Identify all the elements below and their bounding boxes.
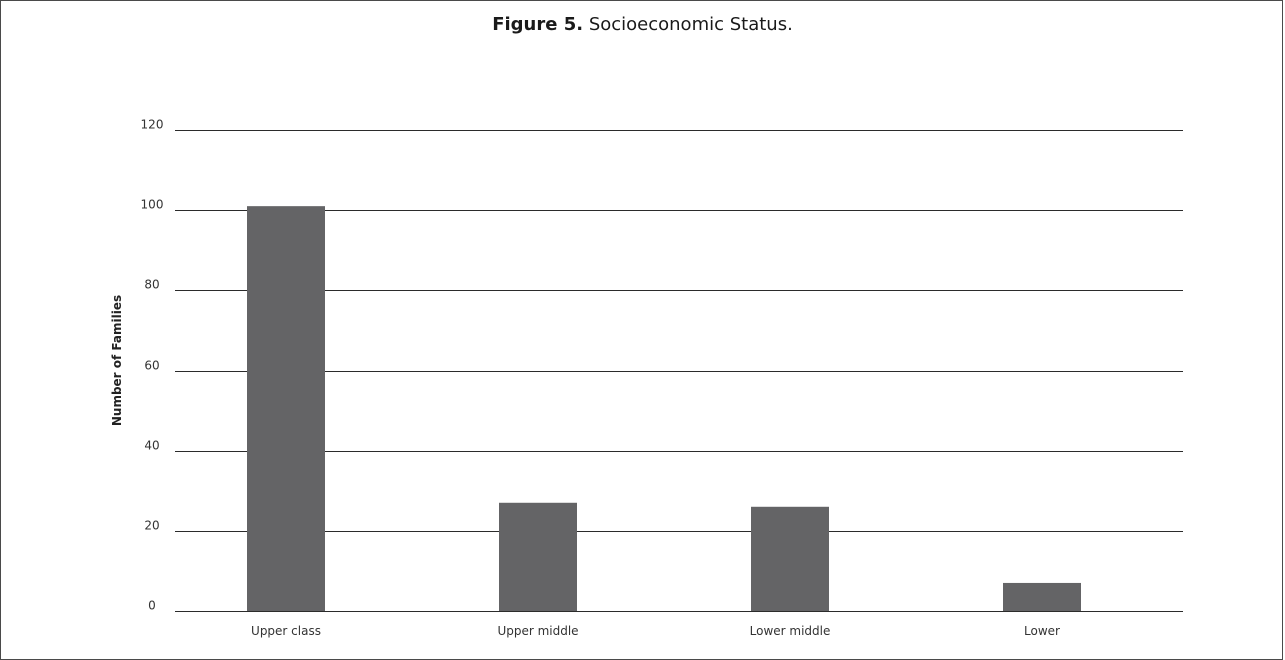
y-tick-label: 60 [144,359,159,373]
y-tick-label: 40 [144,439,159,453]
x-axis-ticks: Upper class Upper middle Lower middle Lower [251,624,1060,638]
bar [1003,582,1081,611]
y-tick-label: 120 [141,118,164,132]
y-tick-label: 100 [141,198,164,212]
bars [247,206,1081,612]
y-axis-label: Number of Families [110,295,124,426]
bar [751,506,829,611]
bar [499,502,577,611]
x-tick-label: Lower middle [750,624,831,638]
x-tick-label: Lower [1024,624,1060,638]
y-tick-label: 80 [144,278,159,292]
y-tick-label: 0 [148,599,156,613]
figure-caption: Socioeconomic Status. [588,14,793,35]
figure-title: Figure 5. Socioeconomic Status. [0,14,1285,35]
bar [247,206,325,612]
x-tick-label: Upper middle [497,624,578,638]
bar-chart: 0 20 40 60 80 100 120 Upper class Upper middle L… [110,118,1183,638]
grid-layer [175,130,1183,612]
figure-label: Figure 5. [492,14,584,35]
x-tick-label: Upper class [251,624,321,638]
y-axis-ticks: 0 20 40 60 80 100 120 [141,118,164,613]
y-tick-label: 20 [144,519,159,533]
